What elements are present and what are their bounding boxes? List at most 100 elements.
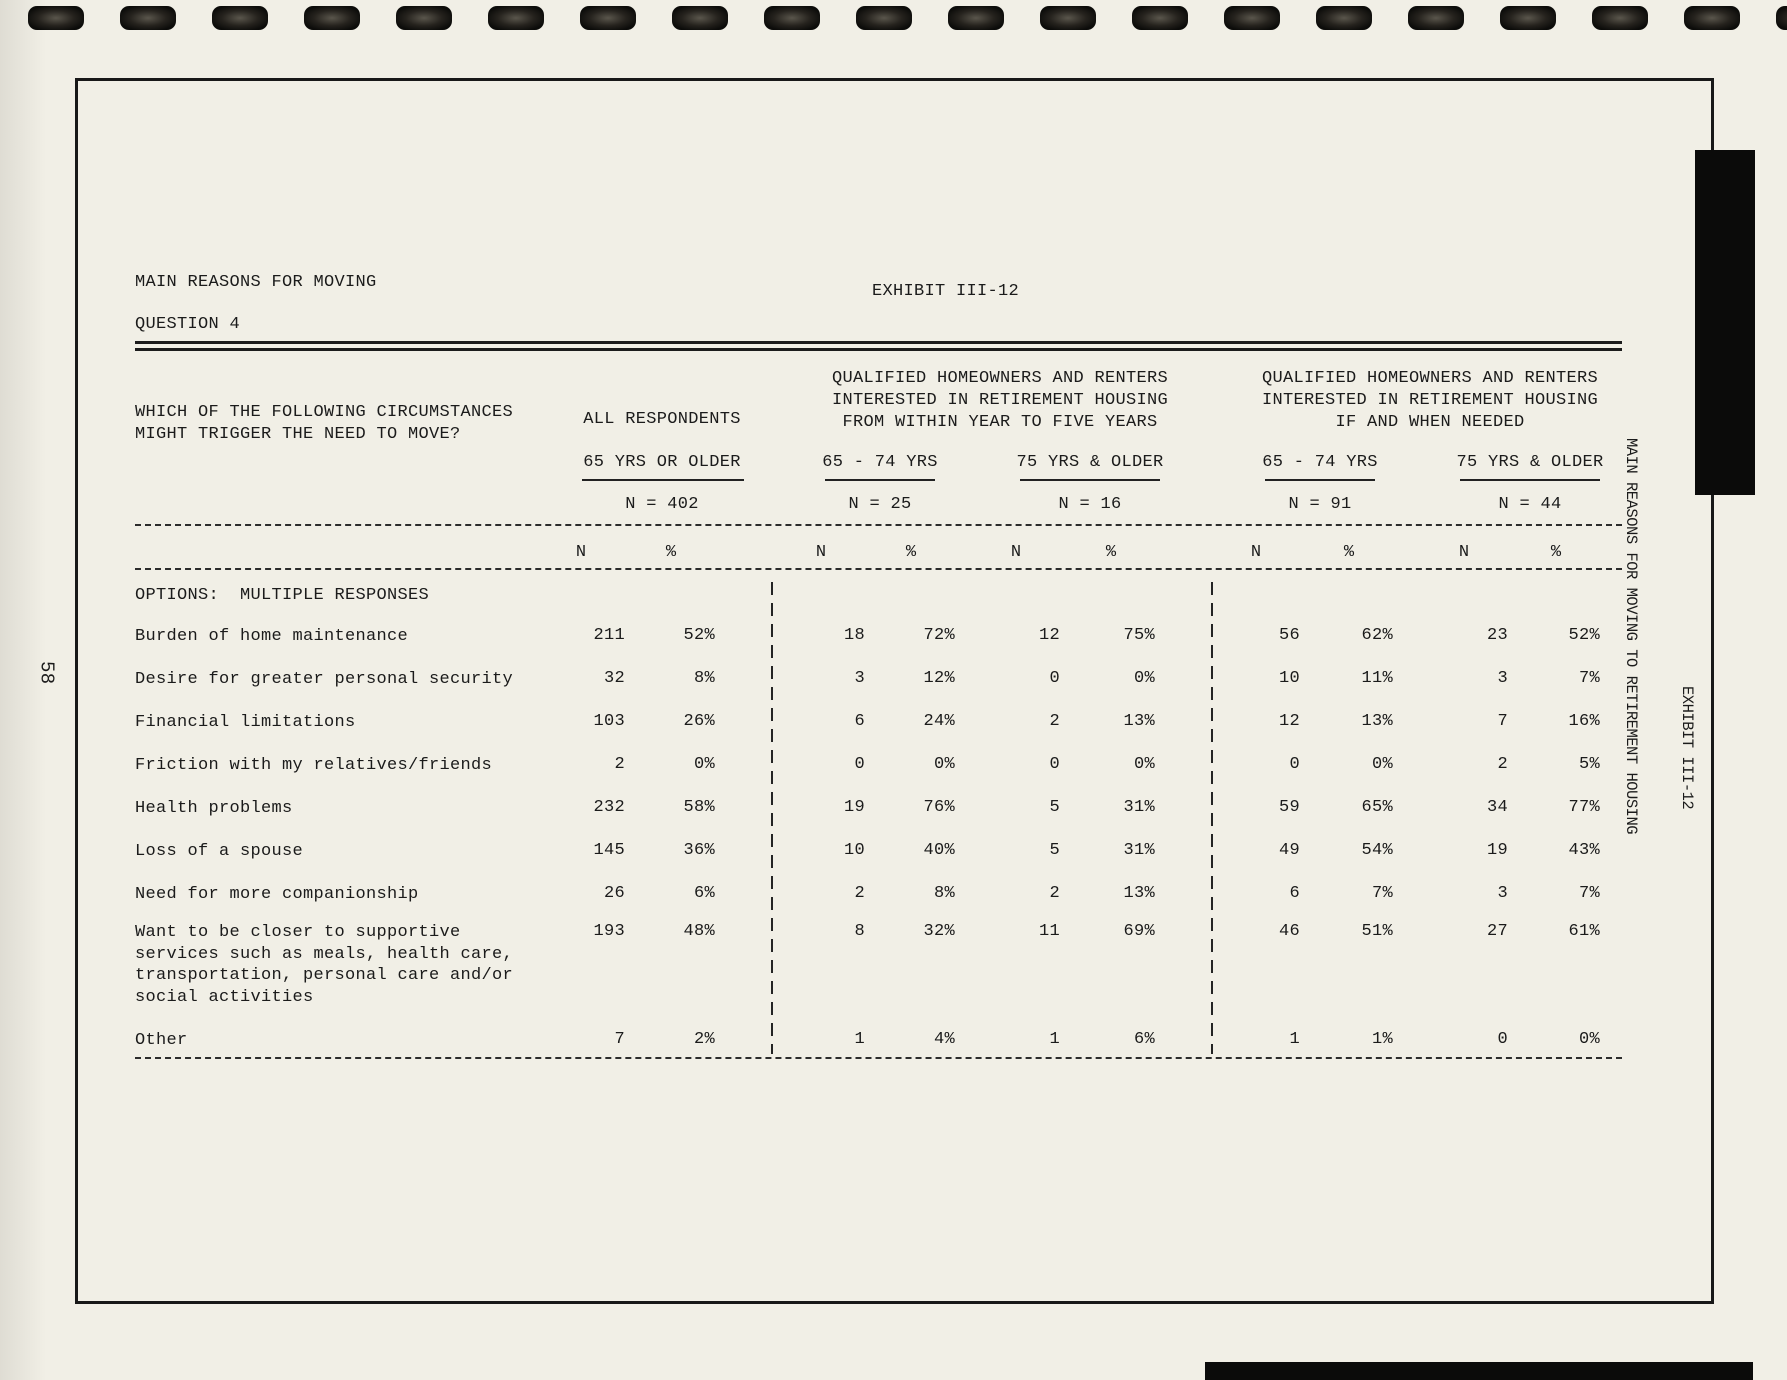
table-cell: 2 bbox=[854, 884, 865, 903]
table-cell: 0% bbox=[693, 755, 715, 774]
table-cell: 8% bbox=[693, 669, 715, 688]
column-separator bbox=[1211, 582, 1213, 1054]
group1-sub1-label: 65 - 74 YRS bbox=[822, 453, 938, 472]
col-header-n: N bbox=[815, 543, 827, 562]
table-cell: 59 bbox=[1278, 798, 1300, 817]
film-sprocket bbox=[948, 6, 1004, 30]
table-cell: 5% bbox=[1578, 755, 1600, 774]
col-header-pct: % bbox=[1343, 543, 1355, 562]
table-cell: 49 bbox=[1278, 841, 1300, 860]
film-sprocket bbox=[764, 6, 820, 30]
film-sprocket bbox=[1592, 6, 1648, 30]
table-cell: 2 bbox=[614, 755, 625, 774]
table-cell: 69% bbox=[1123, 922, 1155, 941]
col-header-n: N bbox=[1250, 543, 1262, 562]
table-cell: 32 bbox=[603, 669, 625, 688]
table-cell: 26 bbox=[603, 884, 625, 903]
film-sprocket bbox=[304, 6, 360, 30]
table-cell: 32% bbox=[923, 922, 955, 941]
table-cell: 65% bbox=[1361, 798, 1393, 817]
table-cell: 75% bbox=[1123, 626, 1155, 645]
group2-sub2-label: 75 YRS & OLDER bbox=[1456, 453, 1604, 472]
table-cell: 2 bbox=[1049, 884, 1060, 903]
group2-head-line3: IF AND WHEN NEEDED bbox=[1335, 413, 1525, 432]
film-sprocket bbox=[396, 6, 452, 30]
question-number: QUESTION 4 bbox=[135, 315, 241, 334]
film-sprocket bbox=[120, 6, 176, 30]
table-cell: 1 bbox=[1049, 1030, 1060, 1049]
group1-sub2-n: N = 16 bbox=[1058, 495, 1122, 514]
page-number: 58 bbox=[35, 661, 58, 685]
group1-head-line1: QUALIFIED HOMEOWNERS AND RENTERS bbox=[831, 369, 1169, 388]
table-cell: 8% bbox=[933, 884, 955, 903]
underline bbox=[1460, 479, 1600, 481]
group1-sub1-n: N = 25 bbox=[848, 495, 912, 514]
table-cell: 23 bbox=[1486, 626, 1508, 645]
table-cell: 0 bbox=[1289, 755, 1300, 774]
row-label: Health problems bbox=[135, 799, 293, 818]
group2-sub2-n: N = 44 bbox=[1498, 495, 1562, 514]
table-cell: 46 bbox=[1278, 922, 1300, 941]
dashed-rule bbox=[135, 568, 1622, 570]
table-cell: 61% bbox=[1568, 922, 1600, 941]
table-cell: 5 bbox=[1049, 841, 1060, 860]
table-cell: 12 bbox=[1278, 712, 1300, 731]
table-cell: 40% bbox=[923, 841, 955, 860]
table-cell: 145 bbox=[593, 841, 625, 860]
table-cell: 6 bbox=[854, 712, 865, 731]
table-cell: 10 bbox=[843, 841, 865, 860]
exhibit-label: EXHIBIT III-12 bbox=[872, 282, 1020, 301]
film-sprocket bbox=[1776, 6, 1787, 30]
group2-sub1-label: 65 - 74 YRS bbox=[1262, 453, 1378, 472]
table-cell: 11% bbox=[1361, 669, 1393, 688]
side-title-vertical: MAIN REASONS FOR MOVING TO RETIREMENT HO… bbox=[1622, 438, 1640, 835]
underline bbox=[1265, 479, 1375, 481]
film-sprocket bbox=[212, 6, 268, 30]
col-header-n: N bbox=[1010, 543, 1022, 562]
table-cell: 0% bbox=[1133, 755, 1155, 774]
table-cell: 3 bbox=[1497, 669, 1508, 688]
table-cell: 232 bbox=[593, 798, 625, 817]
col-header-pct: % bbox=[1550, 543, 1562, 562]
table-cell: 0 bbox=[1049, 755, 1060, 774]
options-label: OPTIONS: MULTIPLE RESPONSES bbox=[135, 586, 430, 605]
film-sprocket bbox=[856, 6, 912, 30]
table-cell: 7 bbox=[614, 1030, 625, 1049]
table-cell: 2% bbox=[693, 1030, 715, 1049]
table-cell: 12% bbox=[923, 669, 955, 688]
table-cell: 7% bbox=[1578, 669, 1600, 688]
table-cell: 52% bbox=[1568, 626, 1600, 645]
col-head-all-respondents-n: N = 402 bbox=[625, 495, 699, 514]
dashed-rule bbox=[135, 1057, 1622, 1059]
table-cell: 3 bbox=[854, 669, 865, 688]
underline bbox=[825, 479, 935, 481]
row-label: Loss of a spouse bbox=[135, 842, 304, 861]
table-cell: 6% bbox=[1133, 1030, 1155, 1049]
film-sprocket bbox=[1040, 6, 1096, 30]
table-cell: 11 bbox=[1038, 922, 1060, 941]
group1-sub2-label: 75 YRS & OLDER bbox=[1016, 453, 1164, 472]
table-cell: 1% bbox=[1371, 1030, 1393, 1049]
table-cell: 0% bbox=[1578, 1030, 1600, 1049]
col-head-all-respondents: ALL RESPONDENTS bbox=[583, 410, 741, 429]
column-separator bbox=[771, 582, 773, 1054]
table-cell: 193 bbox=[593, 922, 625, 941]
table-cell: 6% bbox=[693, 884, 715, 903]
scan-black-bar-bottom bbox=[1205, 1362, 1753, 1380]
table-cell: 27 bbox=[1486, 922, 1508, 941]
table-cell: 31% bbox=[1123, 798, 1155, 817]
col-header-n: N bbox=[575, 543, 587, 562]
table-cell: 0 bbox=[1049, 669, 1060, 688]
film-sprocket bbox=[1500, 6, 1556, 30]
film-sprocket bbox=[672, 6, 728, 30]
document-title: MAIN REASONS FOR MOVING bbox=[135, 273, 377, 292]
double-rule bbox=[135, 341, 1622, 351]
table-cell: 52% bbox=[683, 626, 715, 645]
table-cell: 1 bbox=[854, 1030, 865, 1049]
stub-question-line2: MIGHT TRIGGER THE NEED TO MOVE? bbox=[135, 425, 461, 444]
table-cell: 13% bbox=[1123, 884, 1155, 903]
table-cell: 3 bbox=[1497, 884, 1508, 903]
table-cell: 76% bbox=[923, 798, 955, 817]
table-cell: 2 bbox=[1497, 755, 1508, 774]
